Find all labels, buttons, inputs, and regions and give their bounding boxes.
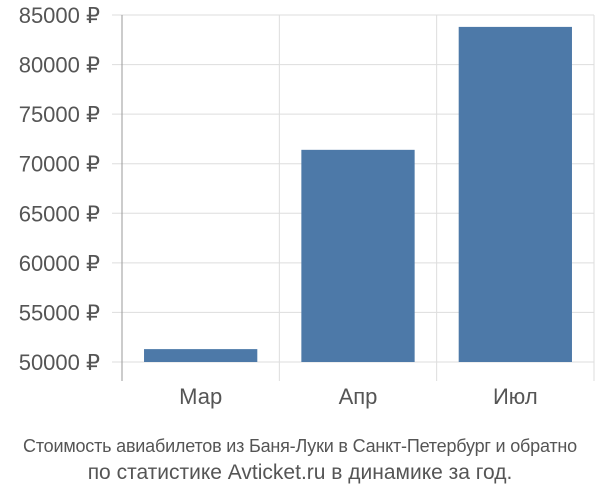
y-tick-label: 50000 ₽ bbox=[19, 350, 100, 375]
bar-1 bbox=[144, 349, 258, 362]
labels: 50000 ₽ 55000 ₽ 60000 ₽ 65000 ₽ 70000 ₽ 75000… bbox=[19, 3, 538, 409]
bar-3 bbox=[458, 26, 572, 362]
y-tick-label: 55000 ₽ bbox=[19, 300, 100, 325]
y-tick-label: 80000 ₽ bbox=[19, 53, 100, 78]
x-category-label: Апр bbox=[339, 384, 378, 409]
y-tick-label: 65000 ₽ bbox=[19, 201, 100, 226]
y-tick-label: 75000 ₽ bbox=[19, 102, 100, 127]
x-category-label: Мар bbox=[179, 384, 222, 409]
x-category-label: Июл bbox=[493, 384, 538, 409]
chart-caption-line1: Стоимость авиабилетов из Баня-Луки в Сан… bbox=[23, 436, 577, 456]
y-tick-label: 60000 ₽ bbox=[19, 251, 100, 276]
chart-caption-line2: по статистике Avticket.ru в динамике за … bbox=[87, 461, 513, 484]
y-tick-label: 85000 ₽ bbox=[19, 3, 100, 28]
bars bbox=[144, 26, 572, 362]
y-tick-label: 70000 ₽ bbox=[19, 152, 100, 177]
bar-2 bbox=[301, 149, 415, 362]
